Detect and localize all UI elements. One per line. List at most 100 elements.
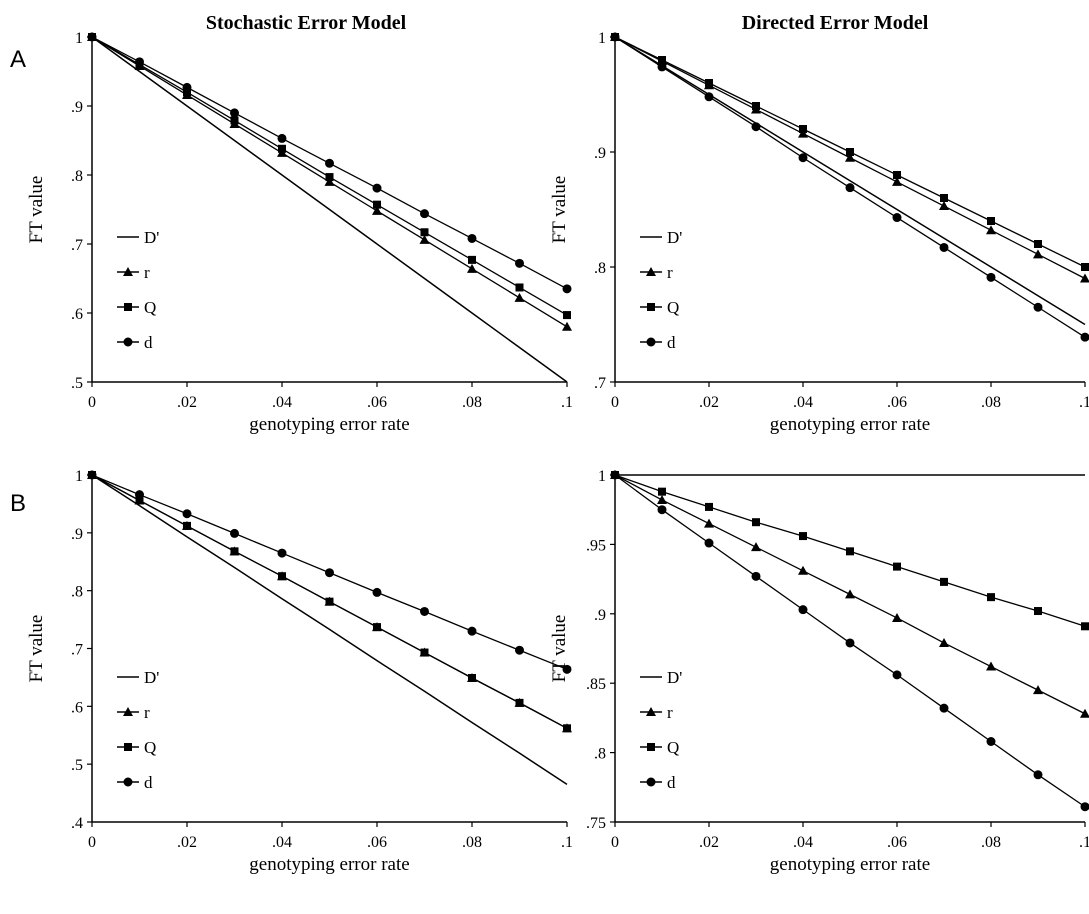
series-Q <box>88 33 571 320</box>
legend-label: r <box>667 703 673 722</box>
row-label-a: A <box>10 46 27 73</box>
data-point <box>372 587 382 597</box>
data-point <box>798 605 808 615</box>
data-point <box>845 638 855 648</box>
data-point <box>892 176 902 186</box>
series-D <box>91 474 568 786</box>
legend-label: d <box>144 333 153 352</box>
data-point <box>1080 708 1089 718</box>
legend-marker <box>646 777 656 787</box>
x-tick-label: .02 <box>177 394 197 411</box>
chart-panel-B-directed: .75 .8 .85 .9 .95 1 0 .02 .04 .06 .08 .1 genotyping … <box>549 468 1089 875</box>
data-point <box>705 79 713 87</box>
legend-label: d <box>667 333 676 352</box>
data-point <box>658 487 666 496</box>
y-tick-label: .9 <box>71 99 83 116</box>
data-point <box>986 661 996 671</box>
data-point <box>1034 607 1042 616</box>
series-D <box>614 36 1086 326</box>
x-tick-label: .06 <box>887 394 907 411</box>
x-tick-label: .08 <box>981 834 1001 851</box>
x-tick-label: .1 <box>1079 394 1089 411</box>
data-point <box>939 703 949 713</box>
data-point <box>278 144 286 153</box>
legend-label: d <box>144 773 153 792</box>
data-point <box>562 321 572 331</box>
x-axis-label: genotyping error rate <box>770 854 930 875</box>
data-point <box>135 490 144 500</box>
data-point <box>372 183 382 193</box>
y-tick-label: .8 <box>71 584 83 601</box>
series-d <box>610 470 1089 812</box>
y-tick-label: 1 <box>75 468 83 485</box>
data-point <box>657 62 667 72</box>
data-point <box>704 92 714 102</box>
x-tick-label: .04 <box>272 834 292 851</box>
x-tick-label: .08 <box>462 834 482 851</box>
data-point <box>325 173 334 182</box>
data-point <box>420 606 429 616</box>
data-point <box>87 470 97 480</box>
data-point <box>230 547 239 556</box>
legend-label: D' <box>667 668 682 687</box>
series-line <box>614 36 1086 326</box>
series-line <box>91 474 568 786</box>
data-point <box>939 637 949 647</box>
legend: D' rQd <box>640 228 682 352</box>
series-Q <box>88 471 571 733</box>
data-point <box>845 152 855 162</box>
data-point <box>939 242 949 252</box>
legend-label: Q <box>667 738 679 757</box>
data-point <box>278 572 286 581</box>
data-point <box>939 201 949 211</box>
data-point <box>752 518 760 527</box>
data-point <box>420 228 429 237</box>
data-point <box>515 698 524 707</box>
x-tick-label: 0 <box>611 394 619 411</box>
legend: D' rQd <box>117 668 159 792</box>
data-point <box>230 108 239 118</box>
x-tick-label: 0 <box>611 834 619 851</box>
data-point <box>1080 802 1089 812</box>
x-axis-label: genotyping error rate <box>249 854 409 875</box>
data-point <box>1033 302 1043 312</box>
data-point <box>325 597 334 606</box>
series-Q <box>611 33 1089 271</box>
y-axis-label: FT value <box>549 615 570 683</box>
x-tick-label: .04 <box>793 394 813 411</box>
data-point <box>515 645 524 655</box>
data-point <box>277 133 287 143</box>
data-point <box>373 200 381 209</box>
column-title-stochastic: Stochastic Error Model <box>205 12 407 34</box>
y-axis-label: FT value <box>26 176 47 244</box>
legend-marker <box>123 777 133 787</box>
data-point <box>420 648 429 657</box>
data-point <box>846 547 854 556</box>
legend-marker <box>646 267 656 276</box>
data-point <box>610 32 620 42</box>
data-point <box>940 577 948 586</box>
y-tick-label: .7 <box>71 237 83 254</box>
x-tick-label: 0 <box>88 834 96 851</box>
data-point <box>135 57 144 67</box>
y-tick-label: .75 <box>586 815 606 832</box>
y-tick-label: .85 <box>586 676 606 693</box>
legend-label: d <box>667 773 676 792</box>
y-tick-label: .4 <box>71 815 83 832</box>
data-point <box>798 565 808 575</box>
legend-marker <box>647 303 655 311</box>
data-point <box>892 670 902 680</box>
data-point <box>563 724 571 733</box>
data-point <box>419 234 430 244</box>
data-point <box>230 116 239 125</box>
legend-marker <box>646 707 656 716</box>
x-tick-label: .1 <box>561 394 573 411</box>
data-point <box>798 153 808 163</box>
data-point <box>468 255 476 264</box>
data-point <box>468 673 476 682</box>
series-Q <box>611 471 1089 631</box>
y-tick-label: .7 <box>594 375 606 392</box>
y-tick-label: .6 <box>71 699 83 716</box>
data-point <box>183 521 191 530</box>
data-point <box>1033 770 1043 780</box>
